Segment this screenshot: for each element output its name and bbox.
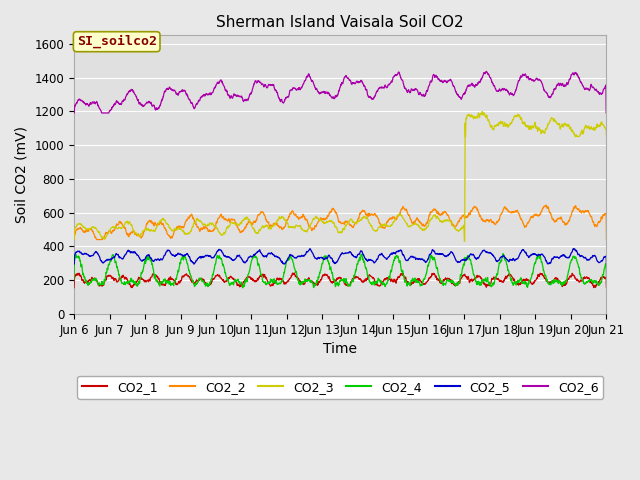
Y-axis label: Soil CO2 (mV): Soil CO2 (mV) (15, 126, 29, 223)
Text: SI_soilco2: SI_soilco2 (77, 35, 157, 48)
X-axis label: Time: Time (323, 342, 357, 356)
Legend: CO2_1, CO2_2, CO2_3, CO2_4, CO2_5, CO2_6: CO2_1, CO2_2, CO2_3, CO2_4, CO2_5, CO2_6 (77, 376, 604, 399)
Title: Sherman Island Vaisala Soil CO2: Sherman Island Vaisala Soil CO2 (216, 15, 464, 30)
